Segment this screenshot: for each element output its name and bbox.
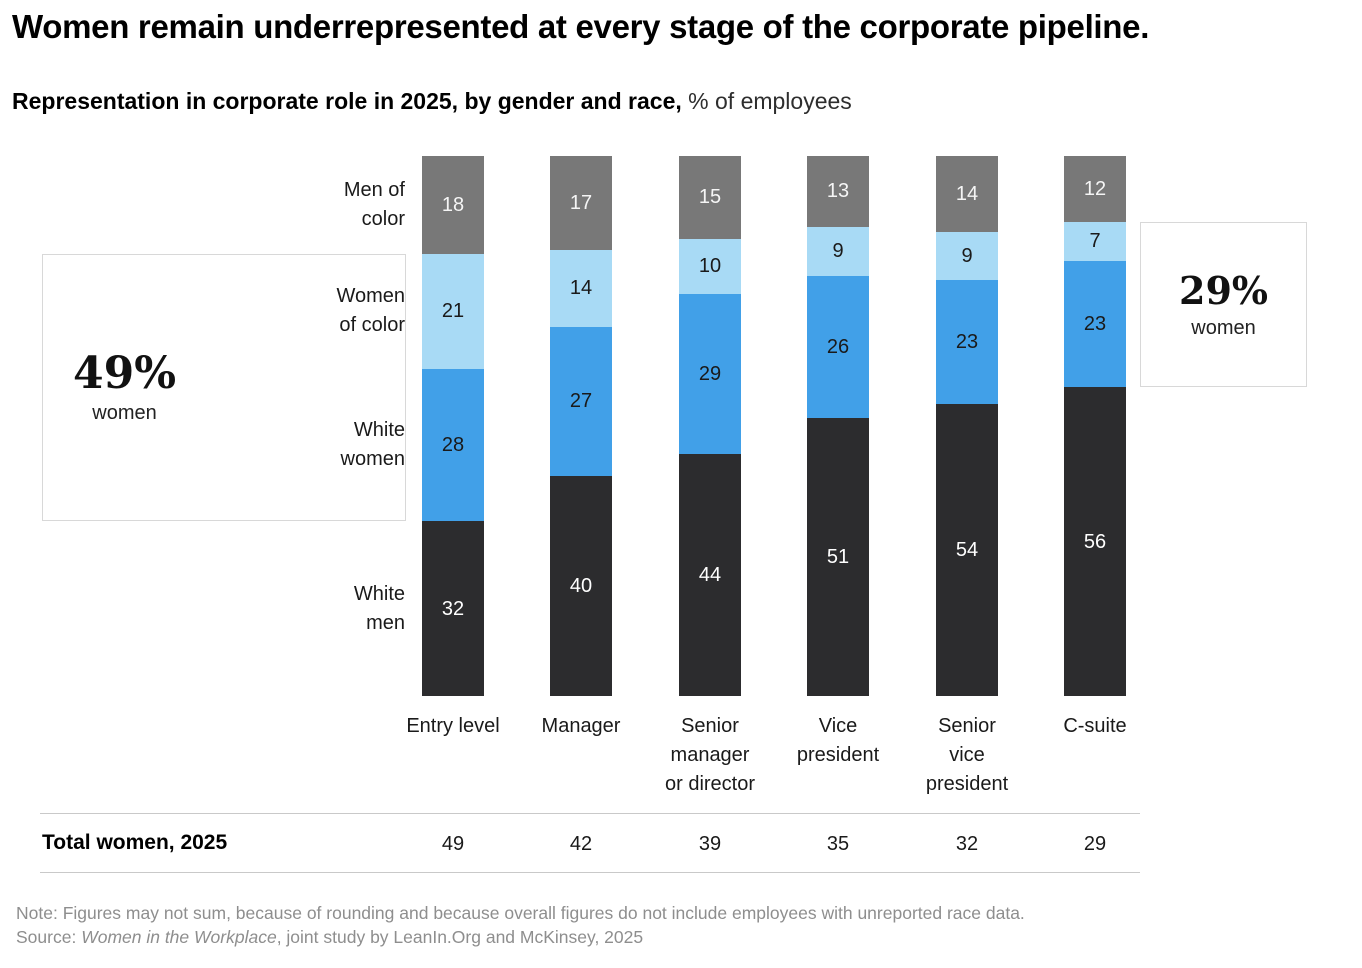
bar-value-label: 7 (1089, 230, 1101, 253)
total-value-c-suite: 29 (1083, 833, 1107, 855)
bar-segment-white-women-vice-president: 26 (807, 275, 869, 418)
bar-manager: 17 14 27 40 (550, 156, 612, 696)
series-label-women-of-color: Women of color (336, 285, 405, 337)
bar-segment-white-men-senior-vice-president: 54 (936, 404, 998, 696)
bar-segment-white-women-senior-vice-president: 23 (936, 280, 998, 405)
bar-value-label: 14 (569, 277, 593, 300)
bar-value-label: 10 (698, 255, 722, 278)
total-row-divider-top (40, 813, 1140, 814)
bar-value-label: 13 (826, 180, 850, 203)
bar-value-label: 14 (955, 182, 979, 205)
bar-segment-white-women-entry-level: 28 (422, 368, 484, 522)
bar-value-label: 15 (698, 186, 722, 209)
total-value-entry-level: 49 (441, 833, 465, 855)
callout-box-entry-women: 49% women (42, 254, 406, 521)
bar-segment-men-of-color-vice-president: 13 (807, 156, 869, 227)
source-study-name: Women in the Workplace (81, 927, 277, 947)
bar-value-label: 23 (1083, 313, 1107, 336)
series-label-white-women: White women (340, 419, 405, 471)
bar-segment-men-of-color-entry-level: 18 (422, 156, 484, 255)
bar-value-label: 44 (698, 563, 722, 586)
bar-segment-men-of-color-senior-vice-president: 14 (936, 156, 998, 232)
category-label-entry-level: Entry level (406, 715, 500, 737)
bar-value-label: 18 (441, 194, 465, 217)
bar-segment-women-of-color-c-suite: 7 (1064, 222, 1126, 261)
bar-value-label: 28 (441, 434, 465, 457)
footnote: Note: Figures may not sum, because of ro… (16, 901, 1336, 949)
callout-box-csuite-women: 29% women (1140, 222, 1307, 387)
bar-value-label: 21 (441, 300, 465, 323)
total-value-vice-president: 35 (826, 833, 850, 855)
bar-value-label: 17 (569, 191, 593, 214)
bar-value-label: 29 (698, 362, 722, 385)
bar-senior-vice-president: 14 9 23 54 (936, 156, 998, 696)
bar-value-label: 56 (1083, 530, 1107, 553)
footnote-source-line: Source: Women in the Workplace, joint st… (16, 925, 1336, 949)
bar-value-label: 51 (826, 545, 850, 568)
category-label-senior-manager-or-director: Senior manager or director (664, 715, 756, 795)
callout-inner: 49% women (73, 347, 177, 425)
chart-title: Women remain underrepresented at every s… (12, 8, 1150, 45)
source-suffix: , joint study by LeanIn.Org and McKinsey… (276, 927, 644, 947)
bar-segment-white-women-senior-manager-or-director: 29 (679, 293, 741, 454)
bar-segment-white-women-c-suite: 23 (1064, 260, 1126, 388)
category-label-c-suite: C-suite (1063, 715, 1127, 737)
callout-label: women (92, 401, 157, 424)
bar-segment-men-of-color-senior-manager-or-director: 15 (679, 156, 741, 239)
bar-segment-women-of-color-entry-level: 21 (422, 254, 484, 369)
footnote-note-line: Note: Figures may not sum, because of ro… (16, 903, 1025, 923)
bar-value-label: 26 (826, 335, 850, 358)
total-value-manager: 42 (569, 833, 593, 855)
bar-segment-women-of-color-senior-vice-president: 9 (936, 231, 998, 281)
bar-entry-level: 18 21 28 32 (422, 156, 484, 696)
callout-value: 29% (1179, 267, 1268, 313)
bar-value-label: 12 (1083, 178, 1107, 201)
source-prefix: Source: (16, 927, 82, 947)
series-label-white-men: White men (353, 582, 405, 634)
bar-value-label: 9 (961, 244, 973, 267)
chart-subtitle-bold: Representation in corporate role in 2025… (12, 88, 682, 114)
bar-segment-white-men-c-suite: 56 (1064, 387, 1126, 696)
bar-value-label: 9 (832, 240, 844, 263)
bar-segment-men-of-color-manager: 17 (550, 156, 612, 250)
callout-label: women (1191, 316, 1256, 339)
bar-segment-women-of-color-manager: 14 (550, 249, 612, 327)
bar-segment-women-of-color-vice-president: 9 (807, 226, 869, 276)
callout-value: 49% (73, 347, 177, 399)
total-value-senior-manager-or-director: 39 (698, 833, 722, 855)
category-label-senior-vice-president: Senior vice president (925, 715, 1009, 795)
bar-segment-white-men-senior-manager-or-director: 44 (679, 453, 741, 696)
series-label-men-of-color: Men of color (343, 179, 405, 231)
category-label-vice-president: Vice president (796, 715, 880, 766)
category-label-manager: Manager (541, 715, 621, 737)
bar-value-label: 27 (569, 390, 593, 413)
bar-segment-white-men-manager: 40 (550, 475, 612, 696)
bar-value-label: 32 (441, 597, 465, 620)
bar-segment-white-women-manager: 27 (550, 326, 612, 476)
total-row-label: Total women, 2025 (42, 831, 228, 854)
callout-inner: 29% women (1179, 267, 1268, 340)
bar-value-label: 54 (955, 539, 979, 562)
total-row-divider-bottom (40, 872, 1140, 873)
bar-senior-manager-or-director: 15 10 29 44 (679, 156, 741, 696)
bar-segment-men-of-color-c-suite: 12 (1064, 156, 1126, 223)
bar-vice-president: 13 9 26 51 (807, 156, 869, 696)
chart-subtitle: Representation in corporate role in 2025… (12, 86, 1352, 116)
bar-value-label: 40 (569, 574, 593, 597)
bar-c-suite: 12 7 23 56 (1064, 156, 1126, 696)
bar-segment-women-of-color-senior-manager-or-director: 10 (679, 238, 741, 294)
bar-segment-white-men-vice-president: 51 (807, 417, 869, 696)
bar-value-label: 23 (955, 331, 979, 354)
chart-subtitle-unit: % of employees (681, 88, 852, 114)
bar-segment-white-men-entry-level: 32 (422, 521, 484, 696)
total-value-senior-vice-president: 32 (955, 833, 979, 855)
